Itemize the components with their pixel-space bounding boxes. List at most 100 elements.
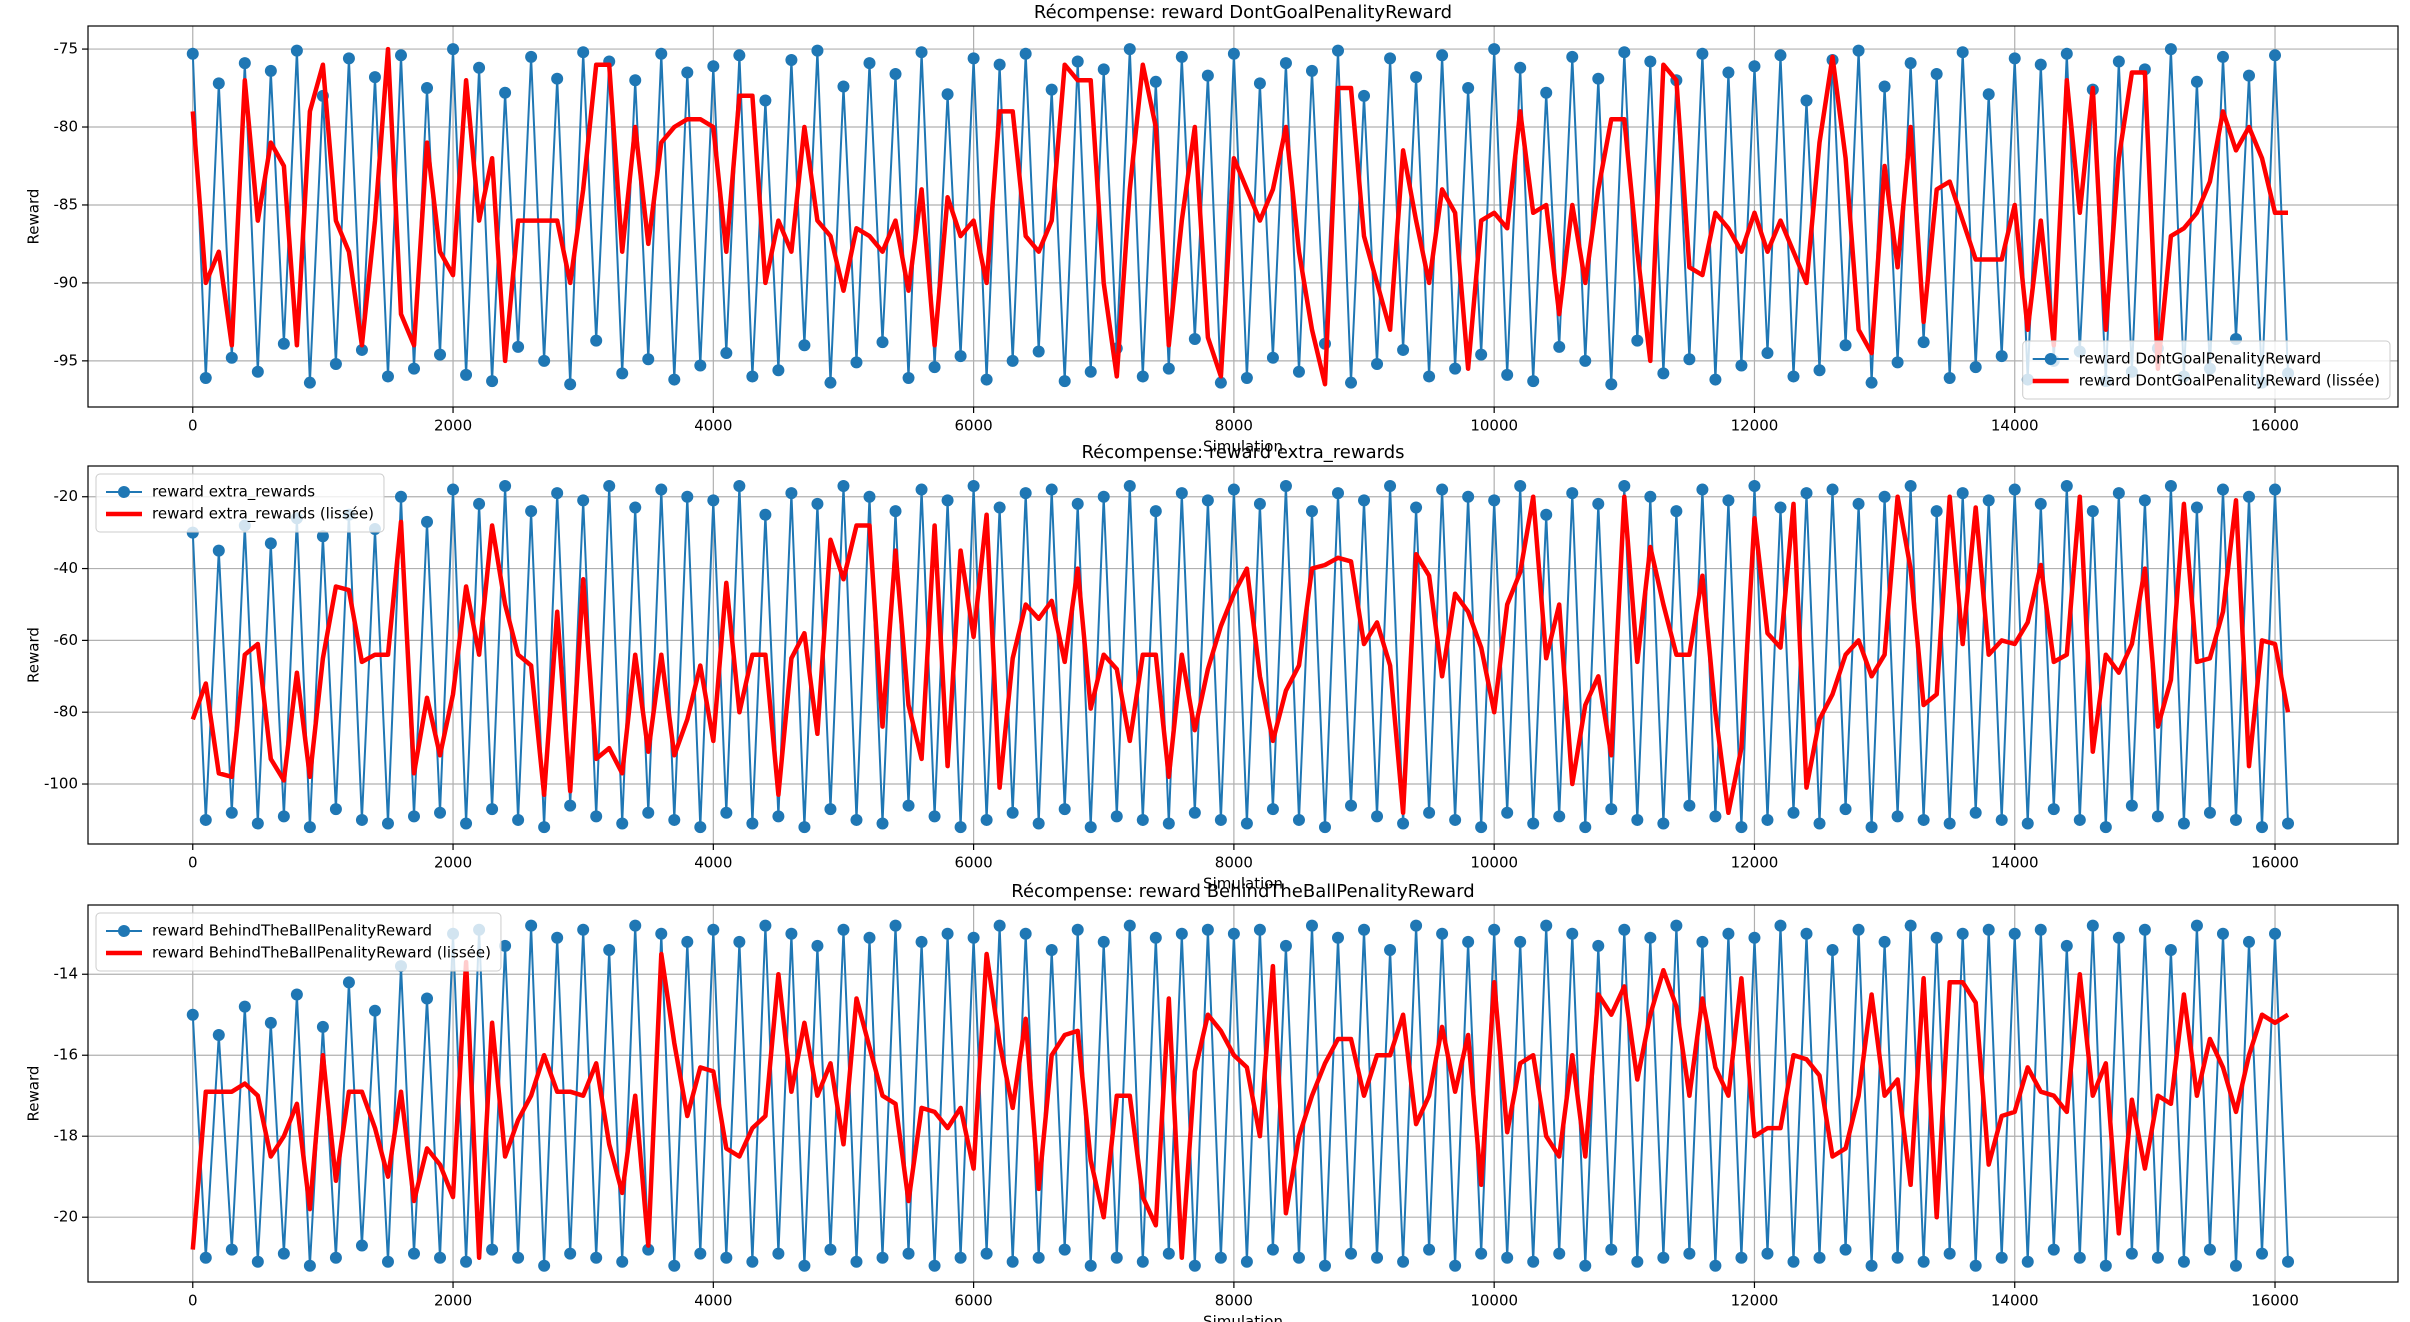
marker [2269, 483, 2282, 496]
marker [264, 64, 277, 77]
marker [186, 47, 199, 60]
marker [1709, 1259, 1722, 1272]
y-tick-label: -75 [54, 40, 79, 58]
x-tick-label: 2000 [434, 417, 472, 435]
marker [1696, 483, 1709, 496]
marker [1826, 943, 1839, 956]
marker [460, 817, 473, 830]
marker [212, 77, 225, 90]
x-tick-label: 6000 [955, 854, 993, 872]
marker [1227, 927, 1240, 940]
chart-title: Récompense: reward DontGoalPenalityRewar… [1034, 2, 1452, 23]
marker [1136, 370, 1149, 383]
marker [238, 57, 251, 70]
marker [1761, 1247, 1774, 1260]
axes-frame [87, 465, 2399, 845]
marker [2125, 1247, 2138, 1260]
marker [290, 988, 303, 1001]
marker [889, 505, 902, 518]
x-tick-label: 14000 [1991, 417, 2039, 435]
marker [1253, 497, 1266, 510]
marker [785, 487, 798, 500]
marker [186, 1008, 199, 1021]
y-tick-label: -80 [54, 118, 79, 136]
marker [798, 1259, 811, 1272]
marker [941, 494, 954, 507]
marker [434, 348, 447, 361]
marker [1709, 810, 1722, 823]
marker [538, 354, 551, 367]
marker [1410, 71, 1423, 84]
marker [1540, 86, 1553, 99]
marker [1683, 353, 1696, 366]
marker [1188, 1259, 1201, 1272]
marker [1358, 923, 1371, 936]
marker [772, 364, 785, 377]
marker [655, 47, 668, 60]
y-tick-label: -60 [54, 631, 79, 649]
marker [707, 923, 720, 936]
marker [2282, 1255, 2295, 1268]
marker [1397, 343, 1410, 356]
marker [1774, 49, 1787, 62]
marker [1618, 923, 1631, 936]
marker [2034, 497, 2047, 510]
marker [2269, 927, 2282, 940]
x-tick-label: 16000 [2251, 854, 2299, 872]
marker [434, 806, 447, 819]
marker [1475, 1247, 1488, 1260]
marker [928, 1259, 941, 1272]
marker [902, 799, 915, 812]
marker [1436, 49, 1449, 62]
marker [512, 340, 525, 353]
marker [1956, 487, 1969, 500]
marker [1045, 943, 1058, 956]
marker [251, 365, 264, 378]
x-tick-label: 10000 [1470, 1292, 1518, 1310]
marker [2256, 1247, 2269, 1260]
marker [1149, 75, 1162, 88]
marker [1852, 497, 1865, 510]
y-tick-label: -14 [54, 965, 79, 983]
x-tick-label: 8000 [1215, 1292, 1253, 1310]
marker [1618, 46, 1631, 59]
marker [1019, 47, 1032, 60]
marker [1527, 1255, 1540, 1268]
y-tick-label: -85 [54, 195, 79, 213]
marker [1371, 810, 1384, 823]
marker [460, 1255, 473, 1268]
marker [1019, 927, 1032, 940]
marker [590, 334, 603, 347]
marker [980, 1247, 993, 1260]
marker [1540, 508, 1553, 521]
marker [408, 810, 421, 823]
marker [394, 490, 407, 503]
marker [303, 1259, 316, 1272]
marker [1371, 1251, 1384, 1264]
marker [1136, 1255, 1149, 1268]
marker [2256, 821, 2269, 834]
marker [1332, 487, 1345, 500]
marker [993, 919, 1006, 932]
marker [1058, 375, 1071, 388]
marker [2203, 1243, 2216, 1256]
marker [1605, 378, 1618, 391]
marker [733, 479, 746, 492]
marker [1657, 817, 1670, 830]
marker [1175, 927, 1188, 940]
marker [225, 1243, 238, 1256]
marker [889, 919, 902, 932]
marker [1436, 483, 1449, 496]
marker [1305, 64, 1318, 77]
marker [1748, 60, 1761, 73]
marker [746, 817, 759, 830]
marker [277, 337, 290, 350]
marker [1930, 931, 1943, 944]
x-tick-label: 12000 [1731, 1292, 1779, 1310]
x-axis-label: Simulation [1203, 438, 1283, 456]
marker [212, 1028, 225, 1041]
marker [1566, 50, 1579, 63]
marker [1605, 803, 1618, 816]
marker [1826, 483, 1839, 496]
marker [329, 803, 342, 816]
